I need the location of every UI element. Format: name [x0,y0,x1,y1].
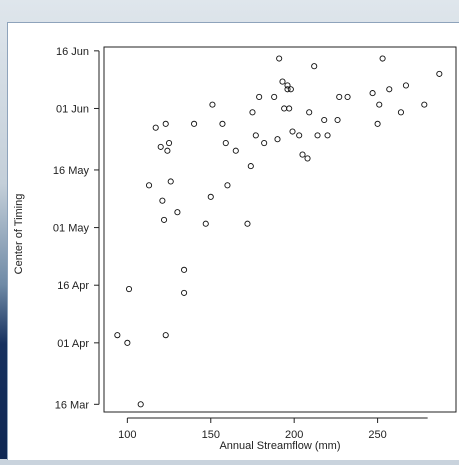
plot-area-border [104,47,456,412]
x-axis: 100 150 200 250 [118,418,427,441]
data-point [277,56,282,61]
data-point [312,64,317,69]
data-point [158,144,163,149]
chart-panel: 100 150 200 250 16 Mar 01 Apr 16 Apr 01 May 16 … [7,22,459,460]
x-tick-label: 150 [202,429,220,441]
data-point [126,286,131,291]
data-point [163,121,168,126]
y-tick-label: 01 Apr [57,338,89,350]
data-point [288,87,293,92]
data-point [272,94,277,99]
y-tick-label: 16 Mar [55,399,90,411]
data-point [275,137,280,142]
data-point [377,102,382,107]
data-point [233,148,238,153]
x-axis-label: Annual Streamflow (mm) [219,440,340,452]
x-tick-label: 250 [368,429,386,441]
data-point [297,133,302,138]
data-point [282,106,287,111]
data-point [175,210,180,215]
data-point [335,117,340,122]
data-point [191,121,196,126]
y-tick-label: 01 May [53,223,90,235]
data-point [225,183,230,188]
data-point [181,290,186,295]
data-point [307,110,312,115]
data-point [287,106,292,111]
data-point [300,152,305,157]
data-point [125,340,130,345]
data-point [210,102,215,107]
data-point [248,164,253,169]
data-point [168,179,173,184]
x-tick-label: 100 [118,429,136,441]
data-point [375,121,380,126]
data-point [257,94,262,99]
data-point [220,121,225,126]
data-point [223,140,228,145]
data-point [250,110,255,115]
data-point [280,79,285,84]
data-point [305,156,310,161]
data-point [160,198,165,203]
data-point [380,56,385,61]
y-tick-label: 01 Jun [56,103,89,115]
data-point [163,333,168,338]
data-point [245,221,250,226]
data-point [203,221,208,226]
data-point [437,71,442,76]
data-point [403,83,408,88]
data-point [322,117,327,122]
data-point [337,94,342,99]
y-tick-label: 16 Jun [56,46,89,58]
data-point [262,140,267,145]
data-point [181,267,186,272]
y-tick-label: 16 May [53,165,90,177]
data-point [422,102,427,107]
data-point [166,140,171,145]
data-point [165,148,170,153]
data-point [115,333,120,338]
y-tick-label: 16 Apr [57,280,89,292]
data-point [398,110,403,115]
data-point [161,217,166,222]
data-point [290,129,295,134]
data-point [325,133,330,138]
data-point [315,133,320,138]
data-point [153,125,158,130]
data-point [253,133,258,138]
y-axis: 16 Mar 01 Apr 16 Apr 01 May 16 May 01 Jun 16 J… [53,46,99,411]
data-point [345,94,350,99]
data-points [115,56,442,407]
y-axis-label: Center of Timing [13,194,25,275]
data-point [387,87,392,92]
data-point [138,402,143,407]
data-point [370,91,375,96]
data-point [146,183,151,188]
data-point [208,194,213,199]
